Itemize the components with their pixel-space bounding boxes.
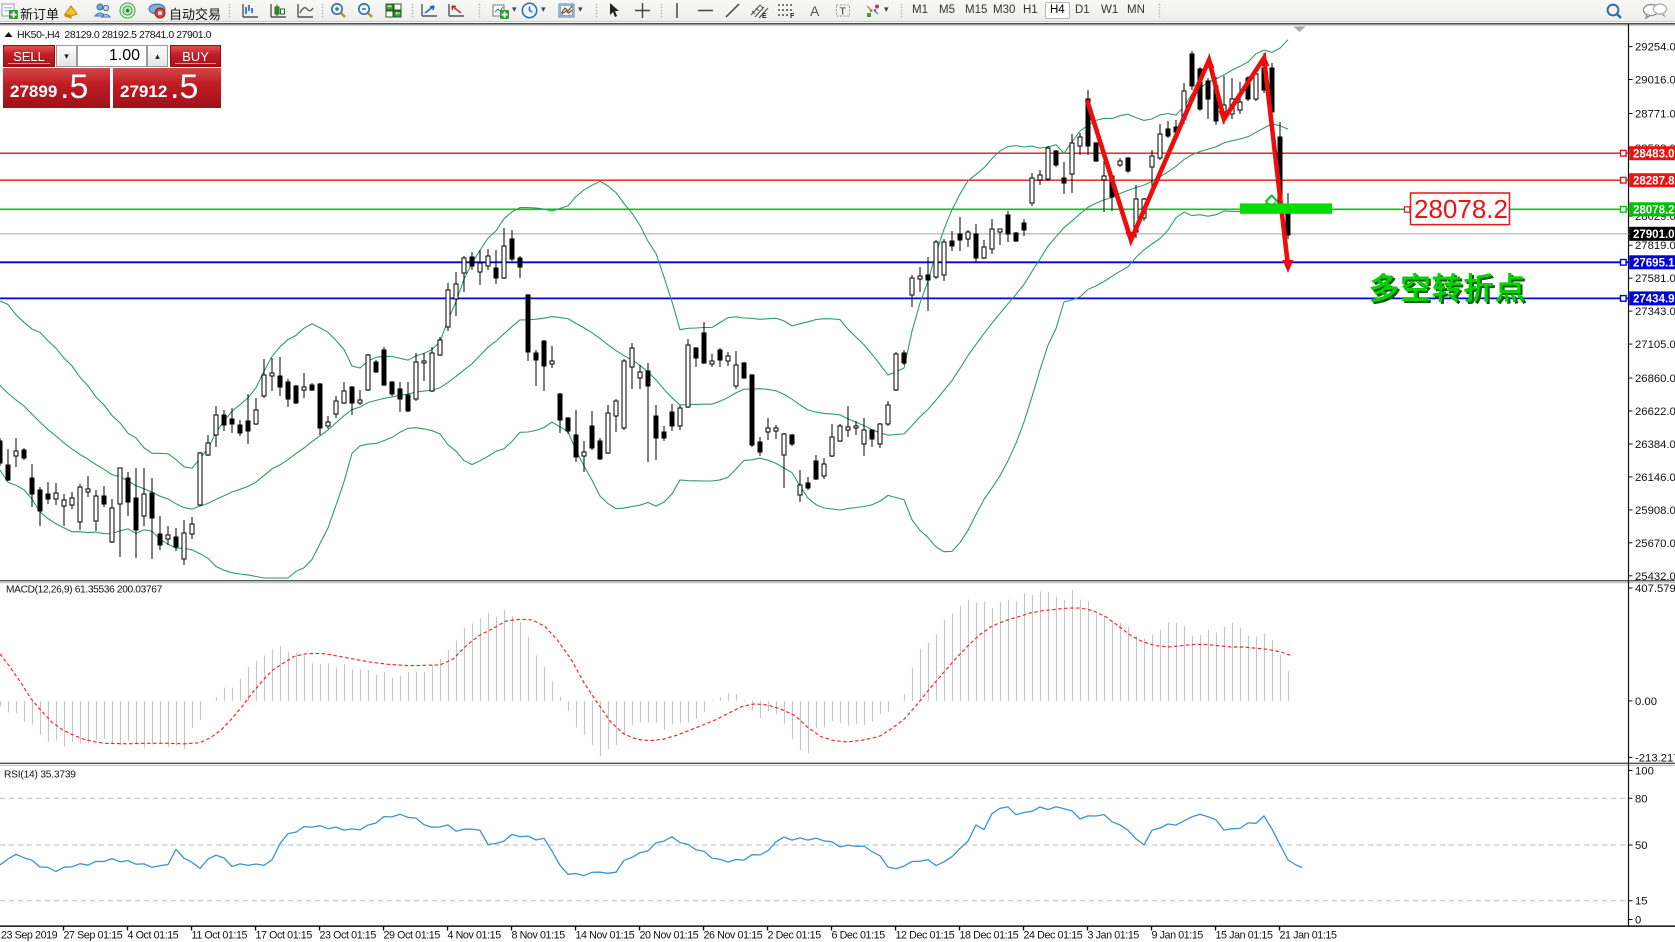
svg-text:HK50-,H4 28129.0 28192.5 2784: HK50-,H4 28129.0 28192.5 27841.0 27901.0: [17, 29, 212, 41]
svg-text:100: 100: [1635, 766, 1654, 778]
svg-text:25432.0: 25432.0: [1635, 571, 1675, 583]
svg-text:9 Jan 01:15: 9 Jan 01:15: [1152, 930, 1204, 942]
svg-text:T: T: [840, 6, 847, 18]
svg-text:80: 80: [1635, 793, 1648, 805]
svg-text:407.57984: 407.57984: [1635, 583, 1675, 595]
svg-text:23 Oct 01:15: 23 Oct 01:15: [320, 930, 377, 942]
svg-text:0: 0: [1635, 915, 1641, 927]
svg-text:26860.0: 26860.0: [1635, 373, 1675, 385]
svg-text:27819.0: 27819.0: [1635, 240, 1675, 252]
svg-text:26384.0: 26384.0: [1635, 439, 1675, 451]
svg-text:15: 15: [1635, 896, 1648, 908]
svg-text:17 Oct 01:15: 17 Oct 01:15: [256, 930, 313, 942]
svg-text:28078.2: 28078.2: [1414, 194, 1508, 224]
svg-text:27434.9: 27434.9: [1633, 294, 1675, 306]
svg-text:2 Dec 01:15: 2 Dec 01:15: [768, 930, 822, 942]
svg-text:0.00: 0.00: [1635, 696, 1657, 708]
svg-text:25908.0: 25908.0: [1635, 505, 1675, 517]
svg-text:3 Jan 01:15: 3 Jan 01:15: [1088, 930, 1140, 942]
svg-text:26146.0: 26146.0: [1635, 472, 1675, 484]
svg-text:20 Nov 01:15: 20 Nov 01:15: [640, 930, 699, 942]
svg-text:MACD(12,26,9) 61.35536 200.037: MACD(12,26,9) 61.35536 200.03767: [6, 585, 163, 596]
svg-text:27105.0: 27105.0: [1635, 339, 1675, 351]
svg-text:23 Sep 2019: 23 Sep 2019: [1, 930, 58, 942]
svg-text:E: E: [762, 13, 767, 19]
svg-text:14 Nov 01:15: 14 Nov 01:15: [576, 930, 635, 942]
svg-text:18 Dec 01:15: 18 Dec 01:15: [960, 930, 1019, 942]
svg-text:27 Sep 01:15: 27 Sep 01:15: [64, 930, 123, 942]
svg-text:F: F: [790, 13, 795, 19]
svg-text:4 Oct 01:15: 4 Oct 01:15: [128, 930, 179, 942]
svg-text:28771.0: 28771.0: [1635, 109, 1675, 121]
svg-text:26622.0: 26622.0: [1635, 406, 1675, 418]
svg-text:15 Jan 01:15: 15 Jan 01:15: [1216, 930, 1273, 942]
svg-text:多空转折点: 多空转折点: [1369, 273, 1527, 306]
svg-text:8 Nov 01:15: 8 Nov 01:15: [512, 930, 566, 942]
svg-text:4 Nov 01:15: 4 Nov 01:15: [448, 930, 502, 942]
svg-text:29254.0: 29254.0: [1635, 42, 1675, 54]
svg-text:28287.8: 28287.8: [1633, 175, 1675, 187]
svg-text:24 Dec 01:15: 24 Dec 01:15: [1024, 930, 1083, 942]
svg-text:6 Dec 01:15: 6 Dec 01:15: [832, 930, 886, 942]
svg-text:多空转折点: 多空转折点: [1371, 275, 1529, 308]
svg-text:29016.0: 29016.0: [1635, 75, 1675, 87]
svg-text:27695.1: 27695.1: [1633, 258, 1675, 270]
svg-text:28483.0: 28483.0: [1633, 148, 1675, 160]
svg-text:21 Jan 01:15: 21 Jan 01:15: [1280, 930, 1337, 942]
svg-text:A: A: [810, 3, 820, 19]
svg-text:25670.0: 25670.0: [1635, 538, 1675, 550]
svg-text:27343.0: 27343.0: [1635, 306, 1675, 318]
svg-text:29 Oct 01:15: 29 Oct 01:15: [384, 930, 441, 942]
svg-text:28078.2: 28078.2: [1633, 205, 1675, 217]
svg-text:27581.0: 27581.0: [1635, 273, 1675, 285]
svg-text:26 Nov 01:15: 26 Nov 01:15: [704, 930, 763, 942]
svg-text:50: 50: [1635, 840, 1648, 852]
svg-text:27901.0: 27901.0: [1633, 229, 1675, 241]
svg-text:11 Oct 01:15: 11 Oct 01:15: [192, 930, 248, 942]
svg-text:12 Dec 01:15: 12 Dec 01:15: [896, 930, 955, 942]
svg-text:RSI(14) 35.3739: RSI(14) 35.3739: [4, 770, 76, 781]
svg-text:-213.2171: -213.2171: [1635, 752, 1675, 764]
